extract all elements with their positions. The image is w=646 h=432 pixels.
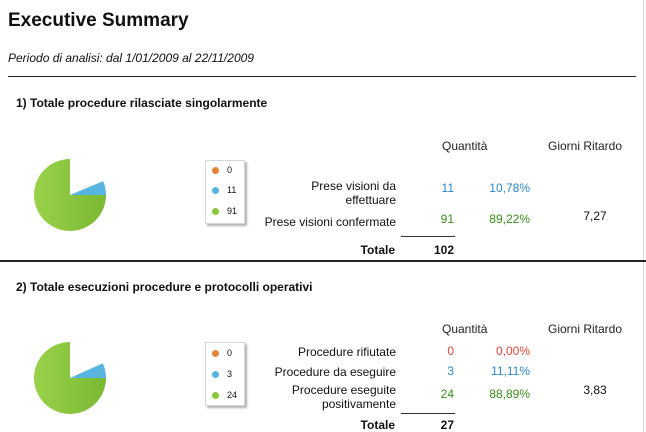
section1-delay-days: 7,27 bbox=[583, 209, 607, 223]
section2-delay-days: 3,83 bbox=[583, 383, 607, 397]
section1-title: 1) Totale procedure rilasciate singolarm… bbox=[16, 96, 268, 110]
section1-row-label: Prese visioni da effettuare bbox=[311, 179, 396, 207]
section2-pie-chart bbox=[34, 342, 106, 414]
legend-item: 3 bbox=[212, 368, 232, 380]
section2-row-label: Procedure rifiutate bbox=[297, 345, 396, 359]
green-dot-icon bbox=[212, 391, 219, 399]
legend-value: 0 bbox=[227, 165, 233, 175]
section2-total-label: Totale bbox=[360, 418, 395, 432]
section1-legend: 0 11 91 bbox=[205, 160, 245, 224]
legend-value: 24 bbox=[227, 390, 238, 400]
section2-qty: 3 bbox=[447, 364, 454, 378]
section2-qty: 24 bbox=[440, 387, 454, 401]
section2-quantity-header: Quantità bbox=[442, 322, 488, 336]
section2-qty: 0 bbox=[447, 344, 454, 358]
legend-item: 0 bbox=[212, 164, 232, 176]
section-divider bbox=[0, 260, 646, 262]
legend-item: 0 bbox=[212, 347, 232, 359]
blue-dot-icon bbox=[212, 370, 219, 378]
section1-total-label: Totale bbox=[360, 243, 395, 257]
pie-slice-blue bbox=[70, 363, 106, 378]
section1-row-label: Prese visioni confermate bbox=[264, 215, 396, 229]
green-dot-icon bbox=[212, 207, 219, 215]
legend-item: 91 bbox=[212, 205, 237, 217]
section2-pct: 0,00% bbox=[495, 344, 530, 358]
section2-total-value: 27 bbox=[440, 418, 454, 432]
orange-dot-icon bbox=[212, 166, 219, 174]
frame-edge bbox=[643, 0, 644, 432]
orange-dot-icon bbox=[212, 349, 219, 357]
legend-value: 3 bbox=[227, 369, 233, 379]
section2-total-rule bbox=[401, 413, 455, 414]
section1-qty: 91 bbox=[440, 212, 454, 226]
page-title: Executive Summary bbox=[8, 10, 189, 31]
section1-pct: 89,22% bbox=[489, 212, 530, 226]
section1-total-rule bbox=[401, 236, 455, 237]
section2-pct: 88,89% bbox=[489, 387, 530, 401]
blue-dot-icon bbox=[212, 186, 219, 194]
legend-value: 0 bbox=[227, 348, 233, 358]
section1-qty: 11 bbox=[441, 181, 454, 195]
header-divider bbox=[8, 76, 636, 77]
section2-pct: 11,11% bbox=[491, 364, 530, 378]
section1-quantity-header: Quantità bbox=[442, 139, 488, 153]
section2-legend: 0 3 24 bbox=[205, 342, 245, 406]
section2-title: 2) Totale esecuzioni procedure e protoco… bbox=[16, 280, 313, 294]
section2-row-label: Procedure eseguite positivamente bbox=[291, 383, 396, 411]
legend-item: 24 bbox=[212, 389, 237, 401]
section2-delay-header: Giorni Ritardo bbox=[548, 322, 623, 336]
legend-value: 11 bbox=[227, 185, 237, 195]
section1-delay-header: Giorni Ritardo bbox=[548, 139, 623, 153]
analysis-period: Periodo di analisi: dal 1/01/2009 al 22/… bbox=[8, 51, 254, 65]
section1-pie-chart bbox=[34, 159, 106, 231]
pie-slice-blue bbox=[70, 181, 106, 195]
legend-item: 11 bbox=[212, 184, 236, 196]
section1-pct: 10,78% bbox=[489, 181, 530, 195]
section1-total-value: 102 bbox=[433, 243, 454, 257]
legend-value: 91 bbox=[227, 206, 238, 216]
section2-row-label: Procedure da eseguire bbox=[274, 365, 396, 379]
